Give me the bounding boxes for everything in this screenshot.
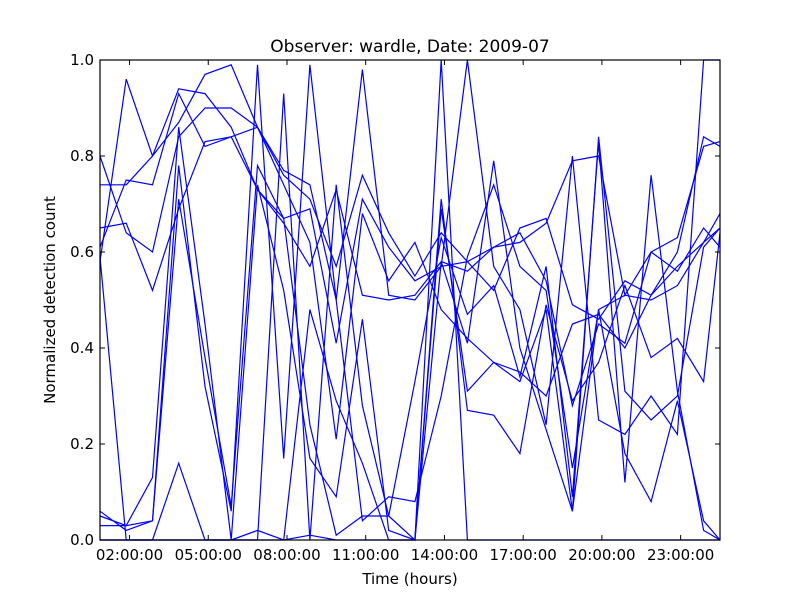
y-tick-label: 0.8 [70, 147, 94, 165]
x-tick-label: 02:00:00 [96, 546, 163, 564]
chart-title: Observer: wardle, Date: 2009-07 [270, 37, 549, 57]
series-line-1 [99, 59, 720, 437]
y-tick-label: 0.0 [70, 531, 94, 549]
x-axis-label: Time (hours) [361, 570, 457, 588]
series-line-7 [99, 141, 721, 541]
x-tick-label: 23:00:00 [647, 546, 714, 564]
series-line-5 [99, 107, 721, 440]
y-tick-label: 0.2 [70, 435, 94, 453]
y-axis-label: Normalized detection count [41, 196, 59, 404]
x-tick-label: 20:00:00 [568, 546, 635, 564]
tick-layer: 02:00:00 05:00:00 08:00:00 11:00:00 14:00:00… [70, 51, 720, 564]
axes-frame [99, 59, 721, 541]
series-line-3 [99, 135, 721, 344]
x-tick-label: 17:00:00 [489, 546, 556, 564]
x-tick-label: 05:00:00 [175, 546, 242, 564]
y-tick-label: 0.4 [70, 339, 94, 357]
series-line-4 [100, 88, 721, 408]
y-tick-label: 1.0 [70, 51, 94, 69]
series-line-6 [99, 64, 721, 532]
y-tick-label: 0.6 [70, 243, 94, 261]
x-tick-label: 11:00:00 [332, 546, 399, 564]
x-tick-label: 08:00:00 [253, 546, 320, 564]
x-tick-label: 14:00:00 [411, 546, 478, 564]
